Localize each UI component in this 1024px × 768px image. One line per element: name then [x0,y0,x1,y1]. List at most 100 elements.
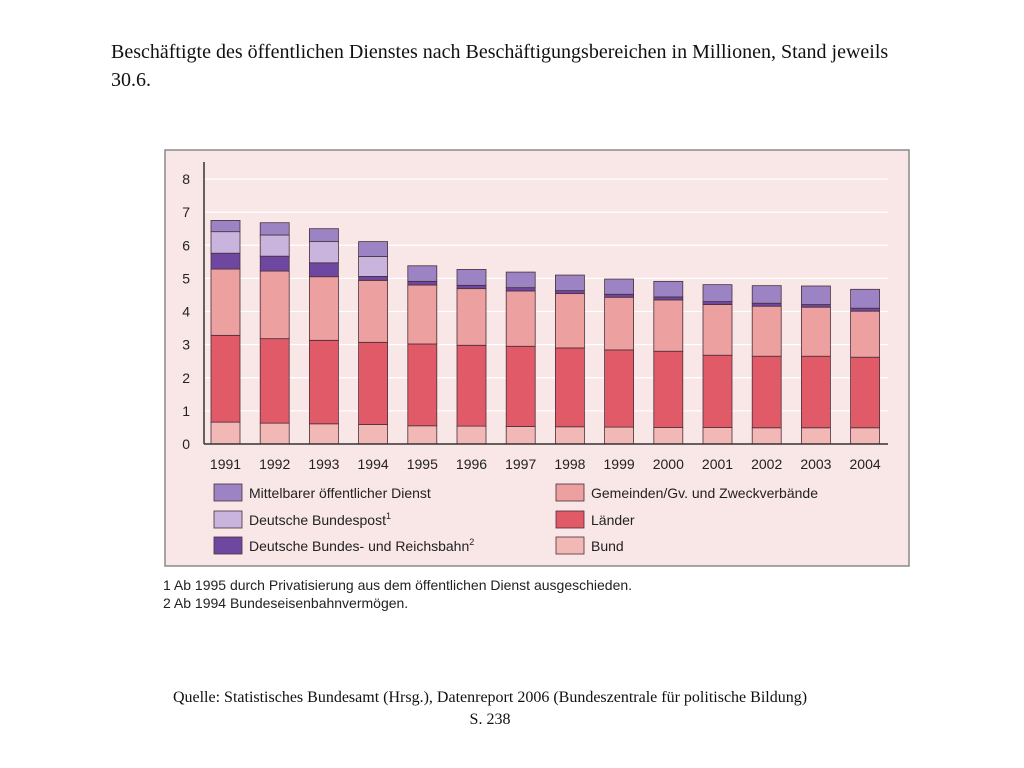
bar-segment [555,347,585,428]
bar-segment [259,222,290,236]
bar-segment [653,299,684,352]
bar-segment [407,265,438,282]
bar-segment [751,285,782,304]
bar-segment [308,423,339,445]
bar-segment [358,275,389,281]
legend-label: Bund [591,538,624,554]
bar-segment [653,350,684,428]
bar-segment [604,426,634,445]
bar-segment [308,241,339,264]
bar-segment [259,234,290,257]
legend-label: Deutsche Bundes- und Reichsbahn2 [249,537,474,554]
legend: Mittelbarer öffentlicher Dienst Deutsche … [213,483,818,555]
bar-segment [850,427,880,445]
y-tick-label: 7 [182,204,190,220]
bar-segment [358,424,389,445]
legend-swatch [555,483,585,502]
bar-segment [850,356,880,429]
y-tick-label: 0 [182,436,190,452]
bar-segment [850,288,880,309]
bar-segment [702,354,733,428]
y-tick-label: 6 [182,237,190,253]
bar-segment [751,355,782,429]
bar-segment [210,268,241,336]
legend-swatch [213,510,243,529]
bar-segment [358,341,389,425]
bar-segment [210,334,241,423]
bar-segment [210,421,241,445]
x-tick-label: 1995 [407,456,438,472]
bar-segment [210,220,241,233]
legend-swatch [213,536,243,555]
x-tick-label: 1992 [259,456,290,472]
bar-segment [604,278,634,295]
bar-segment [604,349,634,428]
bars [210,220,880,445]
legend-swatch [213,483,243,502]
bar-segment [308,339,339,425]
bar-segment [308,262,339,278]
bar-segment [801,285,831,305]
bar-segment [259,270,290,340]
bar-segment [751,302,782,307]
x-tick-label: 1993 [308,456,339,472]
bar-segment [407,284,438,345]
bar-segment [358,241,389,257]
bar-segment [210,231,241,254]
y-tick-label: 5 [182,270,190,286]
bar-segment [456,284,487,290]
x-tick-label: 1997 [505,456,536,472]
bar-segment [456,288,487,346]
legend-label: Länder [591,512,635,528]
footnote-1: 1 Ab 1995 durch Privatisierung aus dem ö… [163,577,633,593]
chart-title: Beschäftigte des öffentlichen Dienstes n… [111,41,889,91]
bar-segment [801,306,831,357]
bar-segment [505,271,536,289]
bar-segment [308,276,339,341]
bar-segment [259,255,290,272]
source-line-2: S. 238 [469,711,511,728]
bar-segment [358,279,389,343]
bar-segment [751,427,782,445]
legend-swatch [555,510,585,529]
y-tick-label: 1 [182,403,190,419]
bar-segment [850,307,880,312]
bar-segment [407,343,438,427]
bar-segment [308,228,339,243]
bar-segment [505,345,536,427]
legend-label: Gemeinden/Gv. und Zweckverbände [591,485,818,501]
x-tick-label: 1994 [358,456,389,472]
y-tick-label: 2 [182,370,190,386]
bar-segment [555,290,585,295]
source-citation: Quelle: Statistisches Bundesamt (Hrsg.),… [0,687,980,731]
x-tick-label: 1991 [210,456,241,472]
bar-segment [456,344,487,427]
bar-segment [702,284,733,302]
bar-segment [604,293,634,298]
bar-segment [801,427,831,445]
bar-segment [653,280,684,298]
bar-segment [407,280,438,286]
x-tick-label: 1999 [604,456,635,472]
x-tick-label: 2003 [800,456,831,472]
bar-segment [555,293,585,349]
bar-segment [456,269,487,286]
y-tick-label: 3 [182,337,190,353]
bar-segment [850,310,880,358]
bar-segment [259,338,290,424]
bar-segment [702,304,733,356]
legend-label: Deutsche Bundespost1 [249,511,391,528]
bar-segment [358,256,389,277]
bar-segment [751,305,782,357]
legend-swatch [555,536,585,555]
x-tick-label: 1998 [554,456,585,472]
bar-segment [702,427,733,445]
bar-segment [653,427,684,445]
bar-segment [407,425,438,445]
footnotes: 1 Ab 1995 durch Privatisierung aus dem ö… [163,576,632,612]
x-tick-label: 2001 [702,456,733,472]
y-tick-label: 8 [182,171,190,187]
bar-segment [505,287,536,292]
x-tick-label: 2000 [653,456,684,472]
